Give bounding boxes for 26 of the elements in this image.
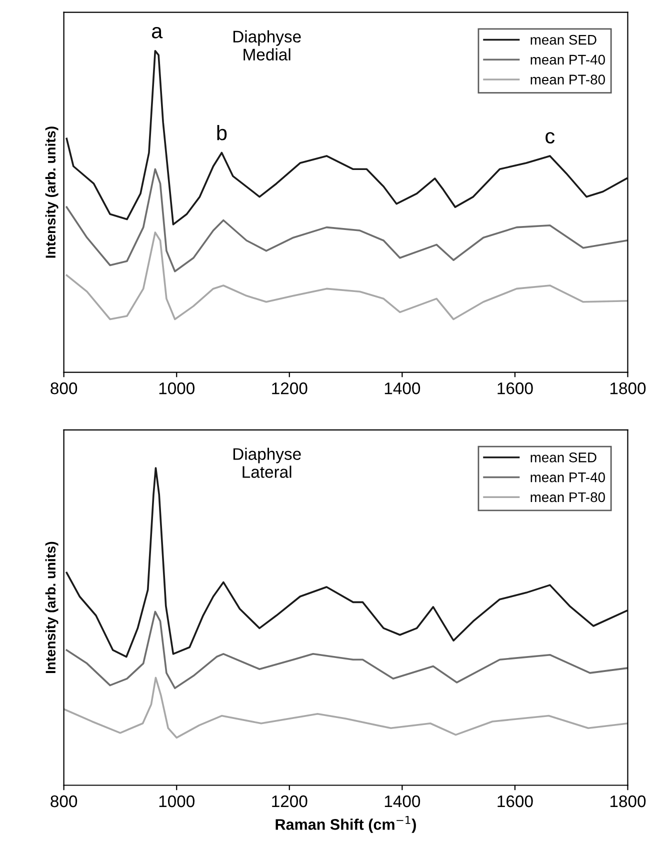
- legend-label: mean SED: [530, 34, 596, 45]
- x-tick-label: 1200: [272, 795, 308, 808]
- x-tick-label: 1000: [159, 382, 194, 394]
- chart-title: Diaphyse Medial: [233, 30, 301, 60]
- chart-title: Diaphyse Lateral: [233, 448, 301, 478]
- x-tick-label: 1400: [384, 382, 420, 394]
- x-axis-title: Raman Shift (cm$^{−1}$): [276, 816, 416, 833]
- x-tick-label: 1800: [610, 382, 646, 394]
- y-axis-title: Intensity (arb. units): [45, 126, 58, 258]
- x-tick-label: 1200: [272, 382, 308, 394]
- annotation: b: [217, 124, 227, 140]
- x-tick-label: 800: [50, 795, 78, 808]
- legend-label: mean PT-80: [530, 492, 605, 502]
- y-axis-title: Intensity (arb. units): [45, 542, 58, 674]
- x-tick-label: 1600: [498, 795, 533, 808]
- annotation: c: [546, 132, 555, 144]
- x-tick-label: 1800: [610, 795, 646, 808]
- annotation: a: [152, 27, 163, 38]
- legend-label: mean PT-40: [530, 54, 605, 65]
- x-tick-label: 800: [50, 382, 78, 394]
- x-tick-label: 1400: [384, 795, 420, 808]
- legend-label: mean PT-80: [530, 74, 605, 85]
- x-tick-label: 1600: [498, 382, 533, 394]
- x-tick-label: 1000: [159, 795, 194, 808]
- legend-label: mean SED: [530, 452, 596, 462]
- legend-label: mean PT-40: [530, 472, 605, 482]
